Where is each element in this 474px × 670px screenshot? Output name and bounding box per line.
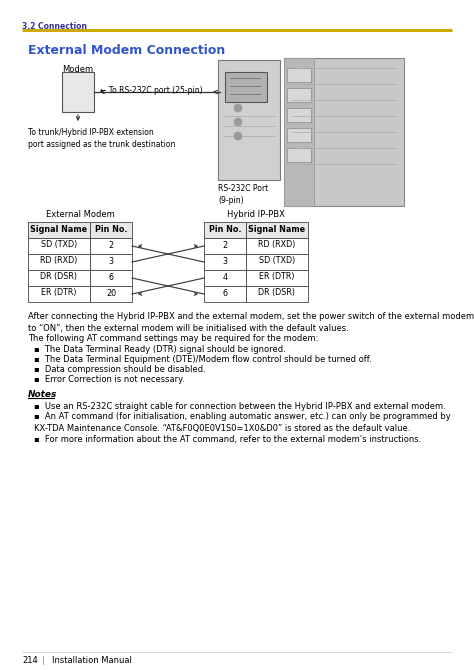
Circle shape [234, 104, 242, 112]
Bar [287, 88, 311, 102]
Text: DR (DSR): DR (DSR) [40, 273, 78, 281]
Text: External Modem: External Modem [46, 210, 114, 219]
Text: 3: 3 [222, 257, 228, 265]
Text: ER (DTR): ER (DTR) [41, 289, 77, 297]
Text: RS-232C Port
(9-pin): RS-232C Port (9-pin) [218, 184, 268, 205]
Bar [28, 286, 90, 302]
Bar [28, 222, 90, 238]
Bar [28, 254, 90, 270]
Text: External Modem Connection: External Modem Connection [28, 44, 225, 57]
Text: |: | [42, 656, 45, 665]
Text: 6: 6 [109, 273, 113, 281]
Text: The following AT command settings may be required for the modem:: The following AT command settings may be… [28, 334, 319, 343]
Text: 6: 6 [222, 289, 228, 297]
Bar [90, 238, 132, 254]
Text: SD (TXD): SD (TXD) [41, 241, 77, 249]
Text: 2: 2 [222, 241, 228, 249]
Bar [90, 254, 132, 270]
Bar [246, 270, 308, 286]
Bar [28, 270, 90, 286]
Text: Pin No.: Pin No. [95, 224, 127, 234]
Bar [246, 222, 308, 238]
Bar [287, 108, 311, 122]
Bar [204, 270, 246, 286]
Text: ▪  The Data Terminal Equipment (DTE)/Modem flow control should be turned off.: ▪ The Data Terminal Equipment (DTE)/Mode… [34, 355, 372, 364]
Text: 3: 3 [109, 257, 113, 265]
Text: ▪  Data compression should be disabled.: ▪ Data compression should be disabled. [34, 365, 206, 374]
Text: Modem: Modem [62, 65, 93, 74]
Text: ▪  An AT command (for initialisation, enabling automatic answer, etc.) can only : ▪ An AT command (for initialisation, ena… [34, 412, 451, 433]
Text: ER (DTR): ER (DTR) [259, 273, 295, 281]
Text: 4: 4 [222, 273, 228, 281]
Bar [90, 286, 132, 302]
Bar [287, 148, 311, 162]
Text: Installation Manual: Installation Manual [52, 656, 132, 665]
Bar [287, 68, 311, 82]
Text: RD (RXD): RD (RXD) [258, 241, 296, 249]
Text: After connecting the Hybrid IP-PBX and the external modem, set the power switch : After connecting the Hybrid IP-PBX and t… [28, 312, 474, 333]
Text: ▪  Use an RS-232C straight cable for connection between the Hybrid IP-PBX and ex: ▪ Use an RS-232C straight cable for conn… [34, 402, 446, 411]
Bar [204, 286, 246, 302]
Text: 214: 214 [22, 656, 38, 665]
Text: ▪  The Data Terminal Ready (DTR) signal should be ignored.: ▪ The Data Terminal Ready (DTR) signal s… [34, 345, 286, 354]
Text: Signal Name: Signal Name [248, 224, 306, 234]
Bar [28, 238, 90, 254]
Bar [246, 238, 308, 254]
Bar [284, 58, 314, 206]
Bar [246, 254, 308, 270]
Bar [204, 222, 246, 238]
Text: 20: 20 [106, 289, 116, 297]
Text: SD (TXD): SD (TXD) [259, 257, 295, 265]
Text: ▪  Error Correction is not necessary.: ▪ Error Correction is not necessary. [34, 375, 184, 384]
Text: ← To RS-232C port (25-pin): ← To RS-232C port (25-pin) [100, 86, 202, 95]
Bar [90, 222, 132, 238]
Bar [218, 60, 280, 180]
Bar [246, 286, 308, 302]
Text: To trunk/Hybrid IP-PBX extension
port assigned as the trunk destination: To trunk/Hybrid IP-PBX extension port as… [28, 128, 175, 149]
Text: ▪  For more information about the AT command, refer to the external modem’s inst: ▪ For more information about the AT comm… [34, 435, 421, 444]
Text: RD (RXD): RD (RXD) [40, 257, 78, 265]
Bar [204, 254, 246, 270]
Bar [62, 72, 94, 112]
Circle shape [234, 118, 242, 126]
Text: 2: 2 [109, 241, 114, 249]
Text: Notes: Notes [28, 390, 57, 399]
Text: 3.2 Connection: 3.2 Connection [22, 22, 87, 31]
Circle shape [234, 132, 242, 140]
Text: Signal Name: Signal Name [30, 224, 88, 234]
Text: DR (DSR): DR (DSR) [258, 289, 295, 297]
Text: Pin No.: Pin No. [209, 224, 241, 234]
Bar [284, 58, 404, 206]
Bar [287, 128, 311, 142]
Bar [90, 270, 132, 286]
Bar [204, 238, 246, 254]
Bar [225, 72, 267, 102]
Text: Hybrid IP-PBX: Hybrid IP-PBX [227, 210, 285, 219]
